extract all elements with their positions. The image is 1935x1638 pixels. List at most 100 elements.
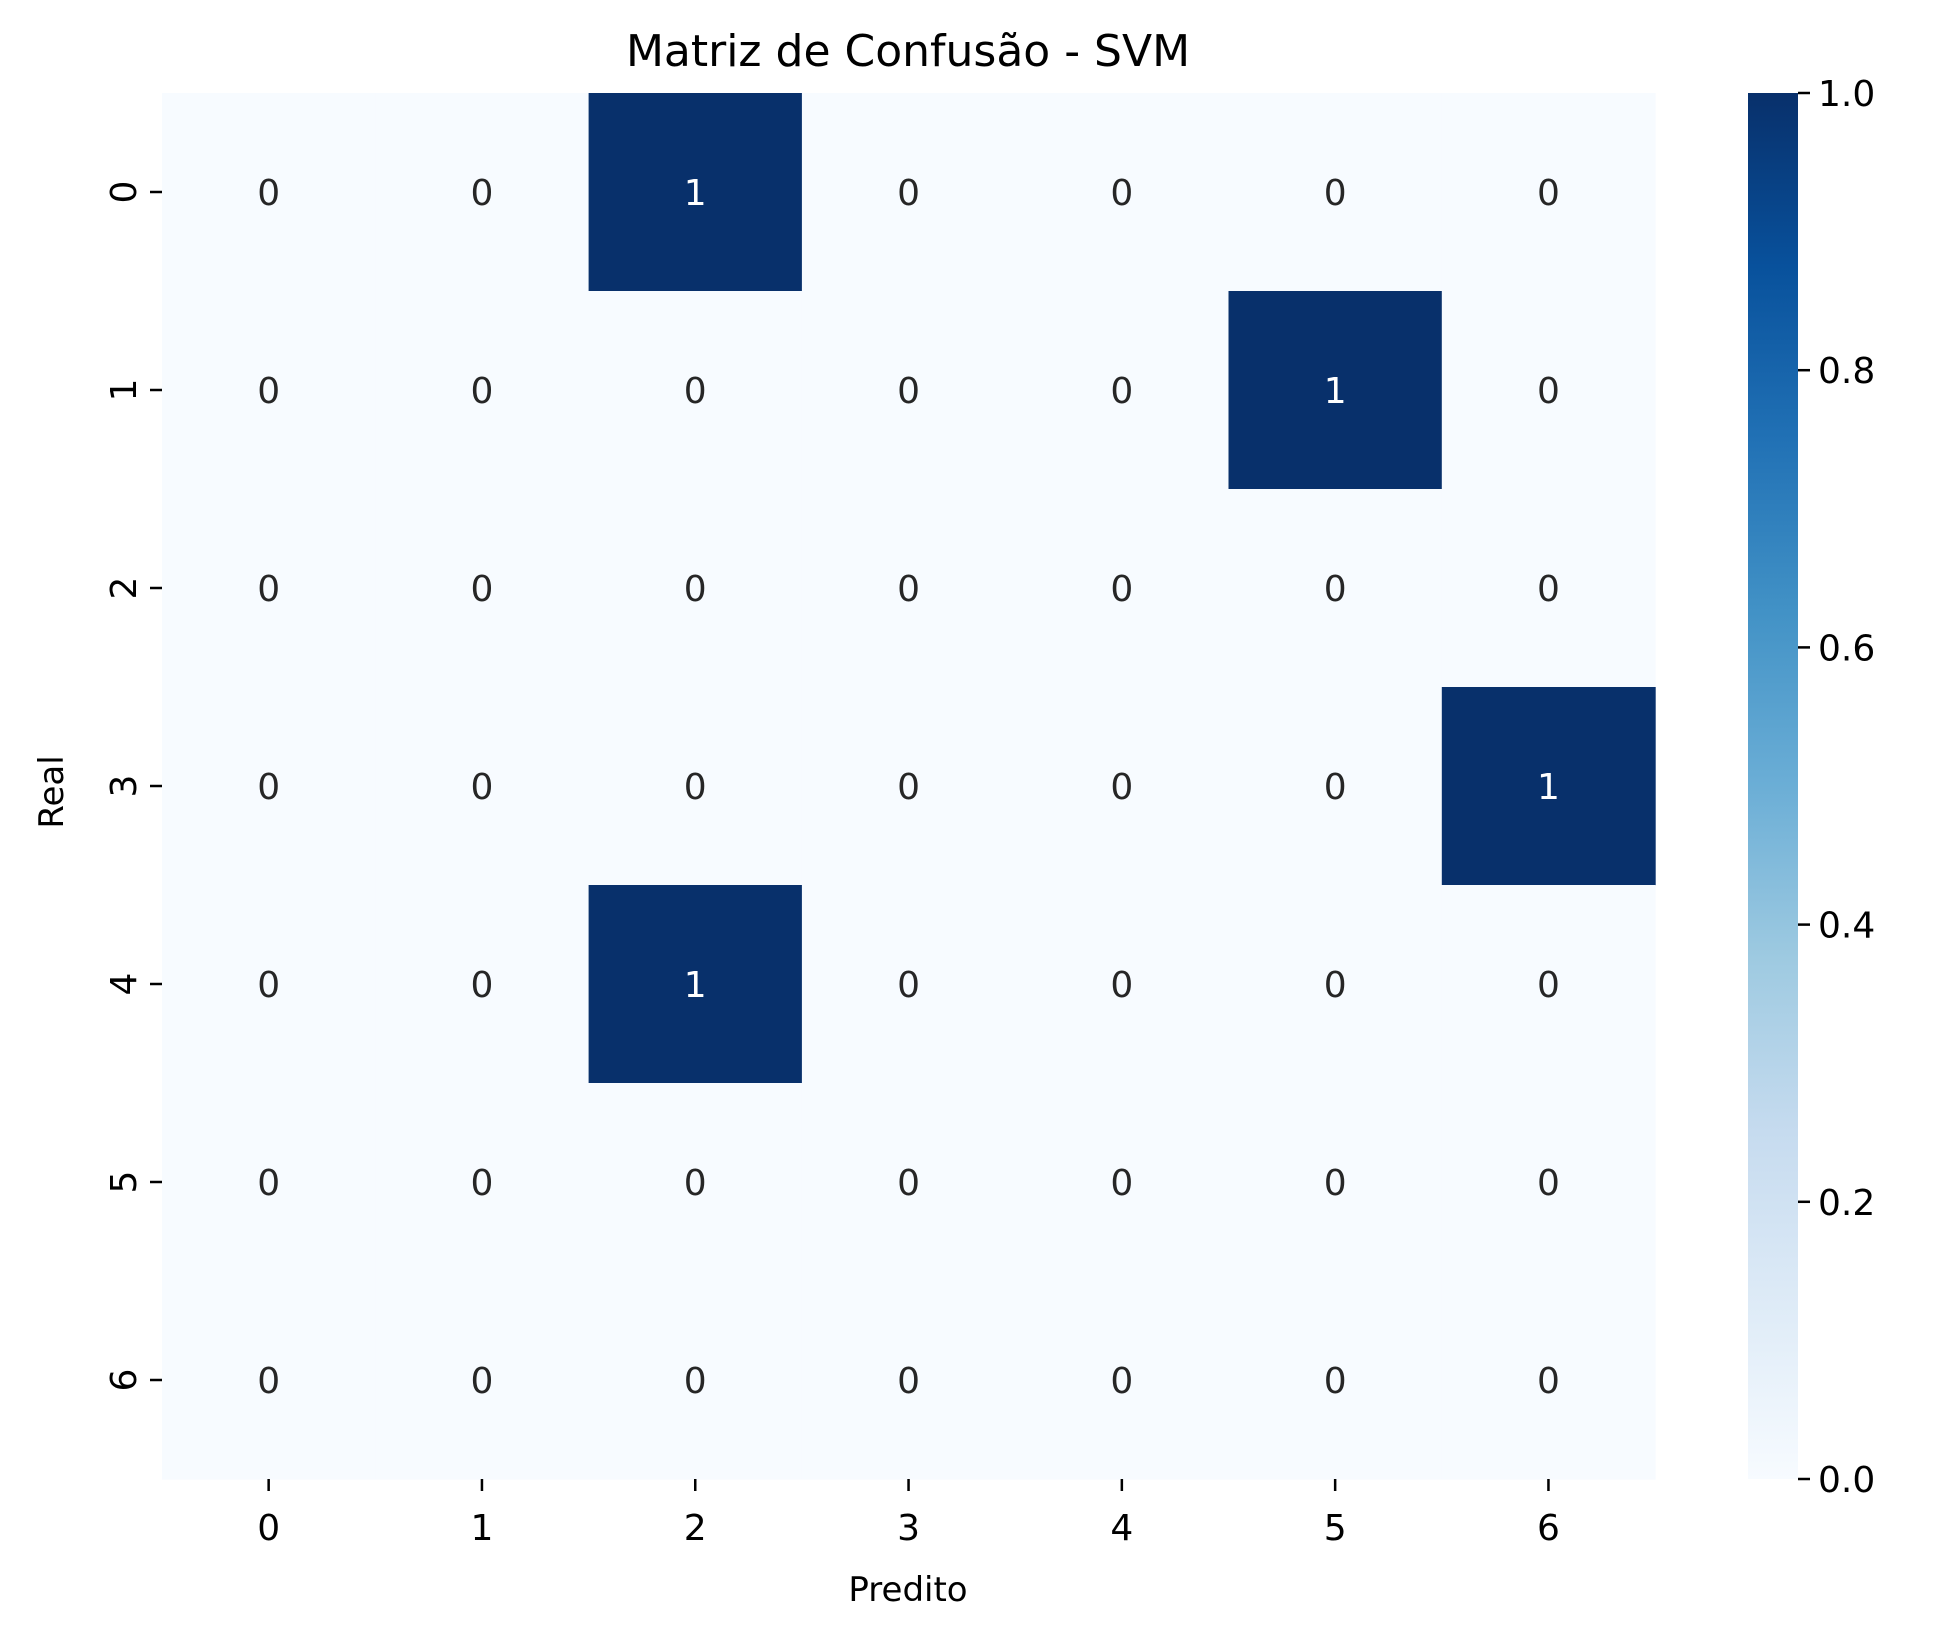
y-tick-label: 3 — [104, 775, 145, 798]
cell-value-label: 0 — [897, 1361, 920, 1402]
cell-value-label: 0 — [470, 1361, 493, 1402]
heatmap-cell — [1441, 885, 1656, 1084]
heatmap-cell — [1015, 885, 1230, 1084]
cell-value-label: 0 — [1537, 371, 1560, 412]
y-axis-label: Real — [32, 755, 72, 828]
x-tick-label: 4 — [1110, 1508, 1133, 1549]
heatmap-cell — [1015, 1083, 1230, 1282]
cell-value-label: 0 — [1110, 767, 1133, 808]
cell-value-label: 0 — [470, 371, 493, 412]
cell-value-label: 0 — [1110, 965, 1133, 1006]
x-tick-label: 1 — [470, 1508, 493, 1549]
colorbar-tick-label: 0.6 — [1818, 628, 1875, 669]
heatmap-cell — [162, 885, 376, 1084]
cell-value-label: 0 — [1537, 569, 1560, 610]
colorbar-tick-label: 0.0 — [1818, 1460, 1875, 1501]
cell-value-label: 0 — [257, 965, 280, 1006]
heatmap-cell — [375, 1281, 590, 1480]
cell-value-label: 1 — [684, 965, 707, 1006]
x-tick-label: 3 — [897, 1508, 920, 1549]
x-tick-label: 6 — [1537, 1508, 1560, 1549]
cell-value-label: 1 — [1537, 767, 1560, 808]
heatmap-cell — [1015, 93, 1230, 292]
heatmap-cell — [801, 1281, 1016, 1480]
cell-value-label: 0 — [897, 965, 920, 1006]
heatmap-cell — [801, 1083, 1016, 1282]
y-axis-ticks: 0 1 2 3 4 5 6 — [104, 181, 162, 1392]
cell-value-label: 0 — [684, 569, 707, 610]
cell-value-label: 0 — [684, 767, 707, 808]
colorbar-tick-label: 0.8 — [1818, 351, 1875, 392]
heatmap-cell — [375, 687, 590, 886]
cell-value-label: 1 — [684, 173, 707, 214]
heatmap-cell — [588, 885, 803, 1084]
heatmap-cell — [162, 291, 376, 490]
cell-value-label: 0 — [470, 173, 493, 214]
heatmap-cell — [1015, 489, 1230, 688]
cell-value-label: 0 — [470, 569, 493, 610]
colorbar-tick-label: 1.0 — [1818, 74, 1875, 115]
heatmap-cell — [588, 93, 803, 292]
cell-value-label: 0 — [257, 173, 280, 214]
heatmap-cell — [1228, 885, 1443, 1084]
heatmap-cell — [1015, 291, 1230, 490]
heatmap-cell — [1228, 291, 1443, 490]
heatmap-cell — [1228, 489, 1443, 688]
heatmap-cell — [162, 489, 376, 688]
heatmap-cell — [375, 93, 590, 292]
cell-value-label: 0 — [470, 965, 493, 1006]
cell-value-label: 0 — [897, 767, 920, 808]
heatmap-cell — [375, 291, 590, 490]
heatmap-cell — [1228, 687, 1443, 886]
cell-value-label: 0 — [257, 569, 280, 610]
heatmap-cell — [801, 885, 1016, 1084]
cell-value-label: 0 — [1110, 173, 1133, 214]
cell-value-label: 0 — [257, 1163, 280, 1204]
cell-value-label: 0 — [1110, 1163, 1133, 1204]
heatmap-cell — [1441, 489, 1656, 688]
cell-value-label: 0 — [1110, 569, 1133, 610]
x-tick-label: 2 — [684, 1508, 707, 1549]
heatmap-cell — [801, 93, 1016, 292]
y-tick-label: 4 — [104, 973, 145, 996]
heatmap-cell — [801, 291, 1016, 490]
colorbar — [1748, 93, 1798, 1479]
cell-value-label: 0 — [470, 767, 493, 808]
cell-value-label: 0 — [897, 371, 920, 412]
x-axis-ticks: 0 1 2 3 4 5 6 — [257, 1479, 1560, 1549]
heatmap-cell — [588, 1281, 803, 1480]
cell-value-label: 0 — [257, 1361, 280, 1402]
colorbar-tick-label: 0.2 — [1818, 1183, 1875, 1224]
y-tick-label: 6 — [104, 1369, 145, 1392]
cell-value-label: 0 — [1324, 1163, 1347, 1204]
cell-value-label: 0 — [257, 371, 280, 412]
heatmap-cell — [1228, 1083, 1443, 1282]
cell-value-label: 0 — [1537, 1163, 1560, 1204]
heatmap-cell — [801, 687, 1016, 886]
cell-value-label: 0 — [1324, 173, 1347, 214]
heatmap-cell — [1228, 93, 1443, 292]
heatmap-cell — [1441, 1083, 1656, 1282]
cell-value-label: 0 — [684, 371, 707, 412]
cell-annotations: 0 0 1 0 0 0 0 0 0 0 0 0 1 0 0 0 0 0 0 0 0 0 0 0 0 0 0 1 0 0 1 0 0 0 0 0 0 0 0 0… — [257, 173, 1560, 1402]
cell-value-label: 0 — [684, 1361, 707, 1402]
heatmap-cell — [1441, 93, 1656, 292]
cell-value-label: 0 — [470, 1163, 493, 1204]
heatmap-cell — [162, 1083, 376, 1282]
cell-value-label: 0 — [897, 1163, 920, 1204]
x-tick-label: 5 — [1324, 1508, 1347, 1549]
heatmap-cell — [162, 687, 376, 886]
heatmap-cell — [588, 489, 803, 688]
heatmap-cell — [1441, 687, 1656, 886]
heatmap-cell — [375, 885, 590, 1084]
colorbar-ticks: 0.0 0.2 0.4 0.6 0.8 1.0 — [1798, 74, 1875, 1501]
cell-value-label: 0 — [1110, 371, 1133, 412]
cell-value-label: 0 — [897, 569, 920, 610]
x-axis-label: Predito — [848, 1570, 967, 1610]
cell-value-label: 1 — [1324, 371, 1347, 412]
y-tick-label: 2 — [104, 577, 145, 600]
cell-value-label: 0 — [1324, 569, 1347, 610]
cell-value-label: 0 — [257, 767, 280, 808]
heatmap-cell — [1441, 291, 1656, 490]
cell-value-label: 0 — [684, 1163, 707, 1204]
